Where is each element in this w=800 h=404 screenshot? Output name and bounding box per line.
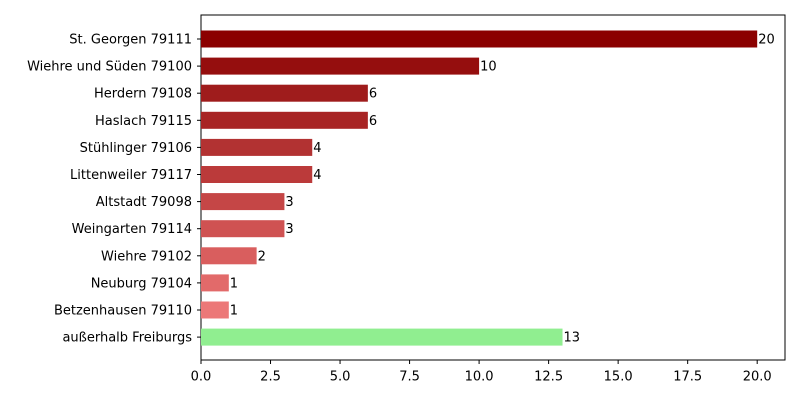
value-label: 6 — [369, 87, 377, 102]
value-label: 13 — [564, 331, 581, 346]
bar — [201, 247, 257, 265]
y-tick-label: Stühlinger 79106 — [80, 141, 192, 156]
bar — [201, 301, 229, 319]
value-label: 4 — [313, 168, 321, 183]
value-label: 3 — [285, 195, 293, 210]
bar — [201, 30, 758, 48]
y-tick-label: Haslach 79115 — [95, 114, 192, 129]
y-tick-label: Betzenhausen 79110 — [54, 304, 192, 319]
value-label: 1 — [230, 304, 238, 319]
x-tick-label: 17.5 — [673, 370, 702, 385]
y-tick-label: Neuburg 79104 — [91, 276, 192, 291]
bar — [201, 166, 313, 183]
value-label: 3 — [285, 222, 293, 237]
x-tick-label: 12.5 — [534, 370, 563, 385]
x-tick-label: 5.0 — [330, 370, 351, 385]
y-tick-label: St. Georgen 79111 — [69, 33, 192, 48]
x-tick-label: 20.0 — [743, 370, 772, 385]
y-tick-label: Wiehre und Süden 79100 — [27, 60, 192, 75]
bar — [201, 193, 285, 211]
bar — [201, 57, 480, 75]
value-label: 2 — [258, 249, 266, 264]
x-tick-label: 10.0 — [465, 370, 494, 385]
value-label: 1 — [230, 276, 238, 291]
y-tick-label: Littenweiler 79117 — [70, 168, 192, 183]
y-tick-label: Altstadt 79098 — [96, 195, 192, 210]
bar — [201, 274, 229, 292]
y-tick-label: Herdern 79108 — [94, 87, 192, 102]
value-label: 10 — [480, 60, 497, 75]
bar — [201, 138, 313, 156]
value-label: 4 — [313, 141, 321, 156]
x-tick-label: 0.0 — [191, 370, 212, 385]
bar — [201, 328, 563, 346]
bar — [201, 84, 368, 102]
bar — [201, 111, 368, 129]
x-tick-label: 15.0 — [604, 370, 633, 385]
y-tick-label: Wiehre 79102 — [101, 249, 192, 264]
x-tick-label: 7.5 — [399, 370, 420, 385]
x-tick-label: 2.5 — [260, 370, 281, 385]
y-tick-label: außerhalb Freiburgs — [62, 331, 192, 346]
value-label: 20 — [758, 33, 775, 48]
y-tick-label: Weingarten 79114 — [72, 222, 192, 237]
plot-frame — [200, 14, 786, 361]
bar — [201, 220, 285, 238]
value-label: 6 — [369, 114, 377, 129]
